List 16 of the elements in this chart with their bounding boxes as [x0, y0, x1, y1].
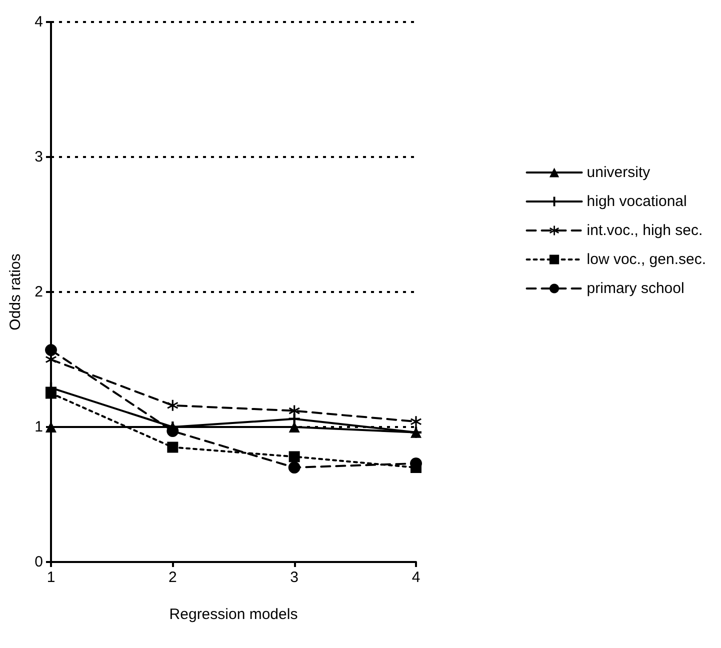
legend-label: low voc., gen.sec. [586, 251, 706, 268]
legend-label: primary school [586, 280, 684, 297]
y-tick-label: 2 [34, 284, 43, 300]
x-tick-label: 4 [412, 569, 420, 586]
x-tick-label: 2 [168, 569, 177, 586]
x-tick-label: 1 [46, 569, 56, 586]
y-tick-label: 0 [34, 554, 43, 570]
y-tick-label: 3 [34, 148, 43, 166]
y-axis-title: Odds ratios [7, 254, 24, 330]
legend-label: university [586, 164, 651, 181]
y-tick-label: 1 [34, 418, 43, 436]
legend-label: high vocational [586, 193, 687, 210]
y-tick-label: 4 [34, 14, 43, 30]
legend-label: int.voc., high sec. [586, 222, 703, 239]
x-tick-label: 3 [290, 569, 299, 586]
x-axis-title: Regression models [169, 606, 298, 623]
